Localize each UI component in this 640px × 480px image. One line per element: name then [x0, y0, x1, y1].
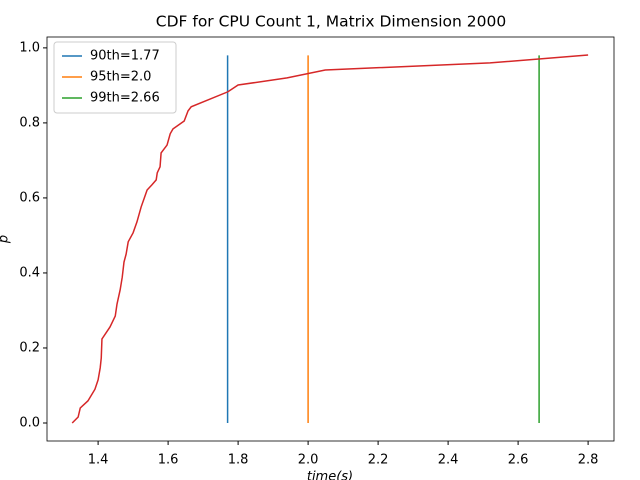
x-tick-label: 1.6: [158, 453, 179, 468]
x-tick-label: 1.8: [228, 453, 249, 468]
legend-label: 90th=1.77: [90, 49, 160, 64]
legend-label: 95th=2.0: [90, 70, 151, 85]
x-tick-label: 2.2: [368, 453, 389, 468]
y-tick-label: 0.6: [19, 190, 40, 205]
legend-box: [53, 41, 177, 114]
plot-frame: [46, 36, 615, 442]
line: [71, 54, 589, 424]
y-tick-label: 0.8: [19, 115, 40, 130]
y-tick-label: 0.0: [19, 415, 40, 430]
x-tick-label: 1.4: [88, 453, 109, 468]
chart-title: CDF for CPU Count 1, Matrix Dimension 20…: [156, 13, 506, 31]
x-tick-label: 2.6: [508, 453, 529, 468]
y-tick-label: 0.4: [19, 265, 40, 280]
legend-label: 99th=2.66: [90, 91, 160, 106]
y-axis-label: p: [0, 235, 12, 244]
x-axis-label: time(s): [307, 470, 353, 480]
x-tick-label: 2.0: [298, 453, 319, 468]
y-tick-label: 0.2: [19, 340, 40, 355]
y-tick-label: 1.0: [19, 40, 40, 55]
x-tick-label: 2.4: [438, 453, 459, 468]
x-tick-label: 2.8: [578, 453, 599, 468]
